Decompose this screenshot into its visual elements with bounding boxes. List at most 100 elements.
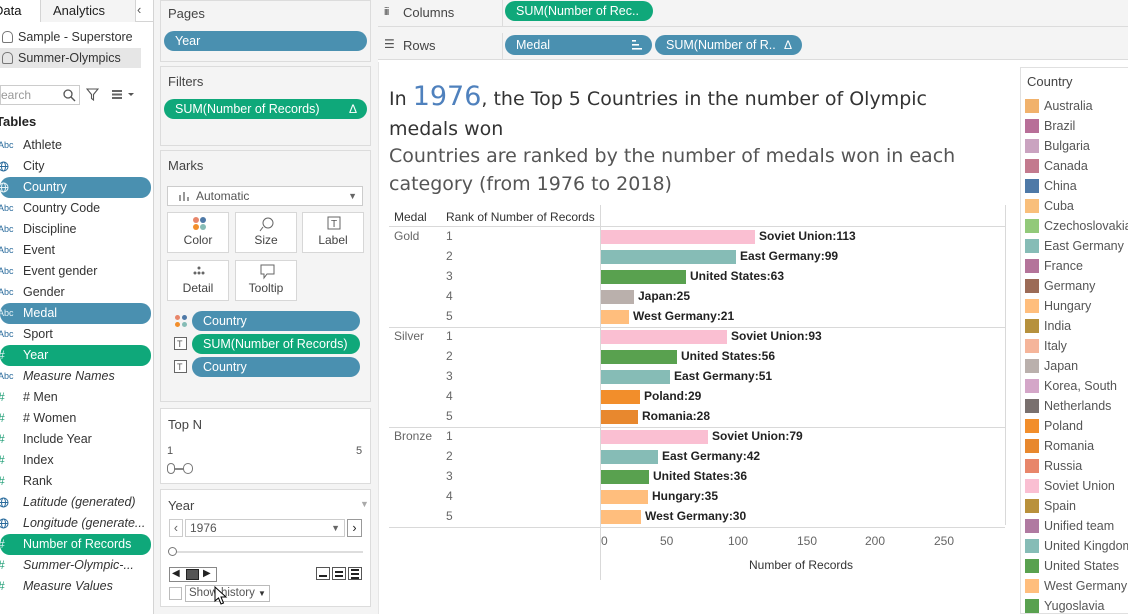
topn-slider-min-handle[interactable] bbox=[167, 463, 175, 474]
field-item[interactable]: # Number of Records bbox=[0, 534, 151, 555]
legend-swatch bbox=[1025, 559, 1039, 573]
columns-pill[interactable]: SUM(Number of Rec.. bbox=[505, 1, 653, 21]
rank-label: 5 bbox=[446, 309, 453, 323]
show-history-checkbox[interactable] bbox=[169, 587, 182, 600]
detail-button[interactable]: Detail bbox=[167, 260, 229, 301]
database-icon bbox=[2, 31, 13, 43]
stop-icon[interactable] bbox=[186, 569, 199, 580]
field-item[interactable]: # Summer-Olympic-... bbox=[0, 555, 151, 576]
bar-soviet-union[interactable] bbox=[600, 430, 708, 444]
bar-east-germany[interactable] bbox=[600, 250, 736, 264]
filter-pill[interactable]: SUM(Number of Records) Δ bbox=[164, 99, 367, 119]
shelf-column: Pages Year Filters SUM(Number of Records… bbox=[154, 0, 378, 614]
rank-label: 4 bbox=[446, 389, 453, 403]
bar-japan[interactable] bbox=[600, 290, 634, 304]
rows-shelf[interactable]: ☰ Rows Medal SUM(Number of R.. Δ bbox=[378, 33, 1128, 60]
field-search-input[interactable]: earch bbox=[0, 85, 80, 105]
bar-hungary[interactable] bbox=[600, 490, 648, 504]
x-tick-label: 0 bbox=[601, 534, 608, 548]
chevron-left-icon[interactable]: ‹ bbox=[137, 2, 142, 17]
field-label: Rank bbox=[23, 474, 53, 488]
marks-pill-color-country[interactable]: Country bbox=[192, 311, 360, 331]
rows-pill-records[interactable]: SUM(Number of R.. Δ bbox=[655, 35, 802, 55]
label-button[interactable]: T Label bbox=[302, 212, 364, 253]
speed-slow-icon[interactable] bbox=[316, 567, 330, 580]
bar-romania[interactable] bbox=[600, 410, 638, 424]
rank-label: 3 bbox=[446, 469, 453, 483]
speed-fast-icon[interactable] bbox=[348, 567, 362, 580]
mark-type-select[interactable]: Automatic ▼ bbox=[167, 186, 363, 206]
pages-year-pill[interactable]: Year bbox=[164, 31, 367, 51]
field-item[interactable]: # Year bbox=[0, 345, 151, 366]
play-backward-icon[interactable]: ◀ bbox=[172, 568, 180, 579]
field-item[interactable]: Longitude (generate... bbox=[0, 513, 151, 534]
tab-analytics[interactable]: Analytics bbox=[41, 0, 136, 22]
bar-united-states[interactable] bbox=[600, 350, 677, 364]
field-item[interactable]: City bbox=[0, 156, 151, 177]
bar-data-label: Soviet Union:113 bbox=[759, 229, 856, 243]
bar-poland[interactable] bbox=[600, 390, 640, 404]
year-next-button[interactable]: › bbox=[347, 519, 362, 537]
field-item[interactable]: Abc Discipline bbox=[0, 219, 151, 240]
view-options-icon[interactable] bbox=[111, 89, 135, 100]
field-item[interactable]: # Include Year bbox=[0, 429, 151, 450]
database-check-icon bbox=[2, 52, 13, 64]
field-item[interactable]: Abc Sport bbox=[0, 324, 151, 345]
filters-card: Filters SUM(Number of Records) Δ bbox=[160, 66, 371, 146]
bar-soviet-union[interactable] bbox=[600, 330, 727, 344]
bar-east-germany[interactable] bbox=[600, 370, 670, 384]
bar-united-states[interactable] bbox=[600, 470, 649, 484]
field-item[interactable]: Abc Event gender bbox=[0, 261, 151, 282]
field-label: City bbox=[23, 159, 45, 173]
rows-pill-medal[interactable]: Medal bbox=[505, 35, 652, 55]
field-item[interactable]: Country bbox=[0, 177, 151, 198]
legend-label: Hungary bbox=[1044, 299, 1092, 313]
tab-data[interactable]: Data bbox=[0, 0, 41, 22]
color-button[interactable]: Color bbox=[167, 212, 229, 253]
datasource-item[interactable]: Sample - Superstore bbox=[0, 27, 141, 47]
speed-medium-icon[interactable] bbox=[332, 567, 346, 580]
legend-label: Germany bbox=[1044, 279, 1096, 293]
field-item[interactable]: Abc Event bbox=[0, 240, 151, 261]
bar-soviet-union[interactable] bbox=[600, 230, 755, 244]
field-item[interactable]: # # Women bbox=[0, 408, 151, 429]
marks-pill-label-country[interactable]: Country bbox=[192, 357, 360, 377]
year-prev-button[interactable]: ‹ bbox=[169, 519, 183, 537]
delta-icon: Δ bbox=[348, 102, 357, 116]
field-label: # Women bbox=[23, 411, 77, 425]
field-item[interactable]: # Index bbox=[0, 450, 151, 471]
field-item[interactable]: Abc Gender bbox=[0, 282, 151, 303]
year-slider-handle[interactable] bbox=[168, 547, 177, 556]
field-item[interactable]: # Rank bbox=[0, 471, 151, 492]
field-item[interactable]: # # Men bbox=[0, 387, 151, 408]
field-item[interactable]: # Measure Values bbox=[0, 576, 151, 597]
rank-label: 4 bbox=[446, 289, 453, 303]
columns-shelf[interactable]: iii Columns SUM(Number of Rec.. bbox=[378, 0, 1128, 27]
bar-united-states[interactable] bbox=[600, 270, 686, 284]
tooltip-button[interactable]: Tooltip bbox=[235, 260, 297, 301]
field-item[interactable]: Abc Athlete bbox=[0, 135, 151, 156]
legend-label: Romania bbox=[1044, 439, 1095, 453]
year-select[interactable]: 1976 ▼ bbox=[185, 519, 345, 537]
bar-east-germany[interactable] bbox=[600, 450, 658, 464]
play-forward-icon[interactable]: ▶ bbox=[203, 568, 211, 579]
shelf-divider bbox=[502, 0, 503, 27]
bar-west-germany[interactable] bbox=[600, 310, 629, 324]
size-button[interactable]: Size bbox=[235, 212, 297, 253]
card-menu-icon[interactable]: ▼ bbox=[360, 499, 369, 509]
datasource-item-selected[interactable]: Summer-Olympics bbox=[0, 48, 141, 68]
show-history-dropdown[interactable]: Show history ▼ bbox=[185, 585, 270, 602]
topn-slider-max-handle[interactable] bbox=[183, 463, 193, 474]
viz-title: In 1976, the Top 5 Countries in the numb… bbox=[389, 82, 999, 144]
search-icon bbox=[63, 89, 76, 102]
field-item[interactable]: Abc Medal bbox=[0, 303, 151, 324]
legend-swatch bbox=[1025, 179, 1039, 193]
filter-icon[interactable] bbox=[86, 88, 99, 101]
bar-west-germany[interactable] bbox=[600, 510, 641, 524]
field-item[interactable]: Abc Country Code bbox=[0, 198, 151, 219]
field-item[interactable]: Abc Measure Names bbox=[0, 366, 151, 387]
legend-label: East Germany bbox=[1044, 239, 1124, 253]
field-item[interactable]: Latitude (generated) bbox=[0, 492, 151, 513]
number-type-icon: # bbox=[0, 471, 16, 492]
marks-pill-label-records[interactable]: SUM(Number of Records) bbox=[192, 334, 360, 354]
